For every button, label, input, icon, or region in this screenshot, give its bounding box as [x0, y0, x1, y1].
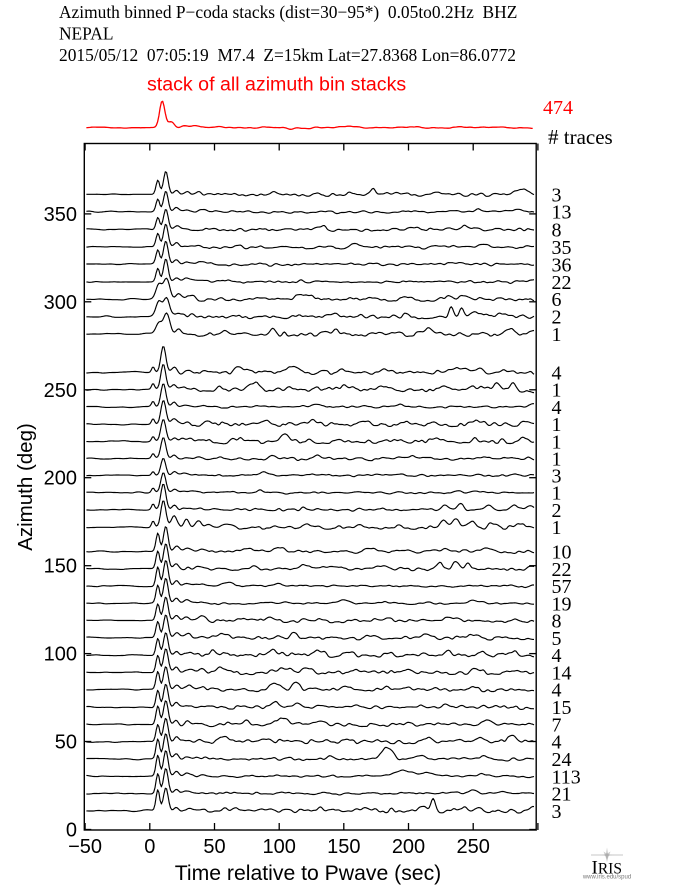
svg-text:150: 150	[44, 556, 77, 578]
svg-text:Azimuth binned P−coda stacks (: Azimuth binned P−coda stacks (dist=30−95…	[59, 2, 517, 22]
svg-text:1: 1	[552, 414, 562, 436]
svg-text:Azimuth (deg): Azimuth (deg)	[14, 423, 37, 551]
svg-text:stack of all azimuth bin stack: stack of all azimuth bin stacks	[147, 74, 406, 96]
svg-text:250: 250	[44, 380, 77, 402]
svg-text:1: 1	[552, 449, 562, 471]
svg-text:15: 15	[552, 697, 572, 719]
svg-text:Time relative to Pwave (sec): Time relative to Pwave (sec)	[175, 862, 442, 885]
svg-text:24: 24	[552, 749, 572, 771]
svg-text:4: 4	[552, 362, 562, 384]
svg-text:474: 474	[543, 97, 573, 119]
svg-text:# traces: # traces	[548, 125, 613, 149]
svg-text:22: 22	[552, 559, 572, 581]
svg-text:200: 200	[392, 836, 425, 858]
svg-text:4: 4	[552, 732, 562, 754]
svg-text:4: 4	[552, 680, 562, 702]
svg-text:1: 1	[552, 324, 562, 346]
svg-text:300: 300	[44, 292, 77, 314]
svg-text:1: 1	[552, 483, 562, 505]
svg-text:7: 7	[552, 715, 562, 737]
svg-text:2: 2	[552, 307, 562, 329]
svg-text:36: 36	[552, 254, 572, 276]
svg-text:2015/05/12 07:05:19 M7.4 Z=: 2015/05/12 07:05:19 M7.4 Z=15km Lat=27.8…	[59, 45, 516, 65]
svg-text:0: 0	[144, 836, 155, 858]
svg-text:NEPAL: NEPAL	[59, 24, 113, 44]
svg-text:22: 22	[552, 272, 572, 294]
svg-text:5: 5	[552, 628, 562, 650]
svg-text:100: 100	[263, 836, 296, 858]
svg-text:3: 3	[552, 801, 562, 823]
svg-text:350: 350	[44, 204, 77, 226]
svg-text:35: 35	[552, 237, 572, 259]
svg-text:14: 14	[552, 662, 572, 684]
svg-text:1: 1	[552, 517, 562, 539]
svg-text:57: 57	[552, 576, 572, 598]
svg-text:8: 8	[552, 219, 562, 241]
svg-text:50: 50	[55, 732, 77, 754]
svg-text:3: 3	[552, 184, 562, 206]
svg-text:2: 2	[552, 500, 562, 522]
svg-text:3: 3	[552, 465, 562, 487]
svg-text:50: 50	[203, 836, 225, 858]
svg-text:13: 13	[552, 202, 572, 224]
svg-text:1: 1	[552, 380, 562, 402]
svg-text:IRIS: IRIS	[592, 858, 622, 879]
svg-text:0: 0	[66, 820, 77, 842]
svg-text:19: 19	[552, 593, 572, 615]
svg-text:1: 1	[552, 431, 562, 453]
svg-text:250: 250	[457, 836, 490, 858]
svg-text:150: 150	[327, 836, 360, 858]
svg-text:10: 10	[552, 542, 572, 564]
svg-text:www.iris.edu/spud: www.iris.edu/spud	[582, 875, 631, 881]
svg-text:−50: −50	[68, 836, 102, 858]
svg-text:6: 6	[552, 289, 562, 311]
svg-text:113: 113	[552, 766, 581, 788]
svg-text:100: 100	[44, 644, 77, 666]
svg-text:4: 4	[552, 397, 562, 419]
svg-text:200: 200	[44, 468, 77, 490]
svg-text:21: 21	[552, 784, 572, 806]
svg-text:8: 8	[552, 611, 562, 633]
svg-text:4: 4	[552, 645, 562, 667]
